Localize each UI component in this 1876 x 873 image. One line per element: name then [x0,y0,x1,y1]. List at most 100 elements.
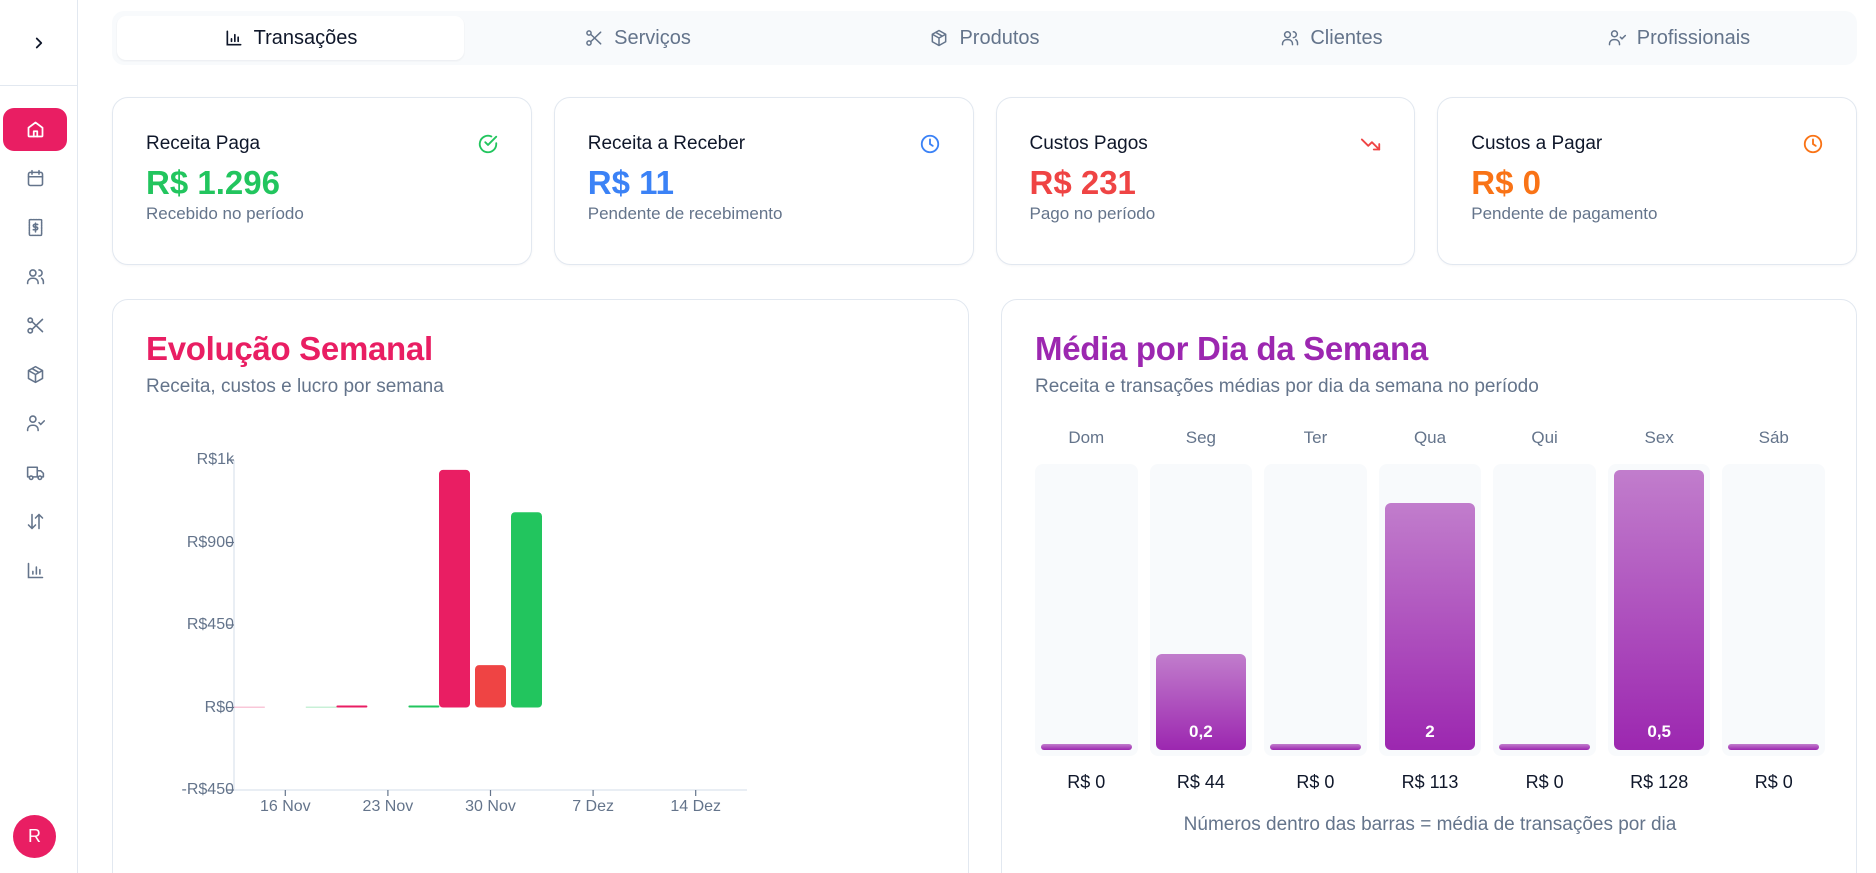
scissors-icon [26,317,43,334]
kpi-value: R$ 1.296 [146,164,280,201]
arrow-up-down-icon [27,513,43,530]
chevron-right-icon [35,37,42,48]
sidebar-item-clients[interactable] [3,255,67,298]
avg-revenue-value: R$ 0 [1067,772,1106,792]
avg-transactions-label: 0,5 [1647,722,1671,741]
tab-clientes[interactable]: Clientes [1158,16,1505,60]
y-tick-label: R$1k [196,451,234,468]
avg-revenue-value: R$ 44 [1176,772,1225,792]
weekday-bar: 2 [1384,503,1476,750]
bar-custos[interactable] [475,665,506,708]
y-tick-label: R$900 [186,533,234,551]
trending-down-icon [1361,138,1381,151]
chart-note: Números dentro das barras = média de tra… [1183,814,1677,835]
tab-produtos[interactable]: Produtos [811,16,1158,60]
weekday-bar-track[interactable]: 0,5 [1607,464,1711,756]
sidebar-nav [0,108,77,598]
weekday-column: Sex 0,5 R$ 128 [1607,428,1711,808]
kpi-subtitle: Pago no período [1029,204,1156,224]
sidebar-item-finance[interactable] [3,206,67,249]
weekday-bar [1270,744,1361,750]
package-icon [932,29,947,47]
weekday-column: Dom R$ 0 [1035,428,1138,808]
package-icon [27,365,43,384]
tab-label: Profissionais [1636,26,1751,49]
sidebar-item-transactions[interactable] [3,500,67,543]
weekday-label: Ter [1303,428,1328,447]
card-title: Média por Dia da Semana [1035,330,1428,367]
weekday-bar-track[interactable] [1035,464,1138,756]
avg-revenue-value: R$ 0 [1296,772,1335,792]
weekday-column: Qua 2 R$ 113 [1378,428,1482,808]
tab-label: Transações [253,26,358,49]
x-tick-label: 16 Nov [259,798,311,815]
sidebar-item-suppliers[interactable] [3,451,67,494]
scissors-icon [586,30,602,46]
tab-bar: Transações Serviços Produtos Clientes Pr… [112,11,1857,65]
bar-receita[interactable] [233,706,265,709]
tab-profissionais[interactable]: Profissionais [1505,16,1852,60]
clock-icon [920,134,939,154]
x-tick-label: 23 Nov [362,798,414,815]
avatar-initial: R [28,826,41,846]
tab-servicos[interactable]: Serviços [464,16,811,60]
avg-revenue-value: R$ 0 [1754,772,1793,792]
check-circle-icon [478,134,497,154]
card-subtitle: Receita e transações médias por dia da s… [1035,376,1539,397]
weekday-column: Ter R$ 0 [1264,428,1367,808]
avg-transactions-label: 0,2 [1189,722,1213,741]
weekday-column: Sáb R$ 0 [1722,428,1826,808]
y-tick-label: -R$450 [181,781,234,798]
weekday-bar-track[interactable] [1722,464,1826,756]
sidebar-item-home[interactable] [3,108,67,151]
kpi-row: Receita Paga R$ 1.296 Recebido no períod… [112,97,1857,265]
weekday-bar-track[interactable]: 0,2 [1149,464,1253,756]
kpi-card-custos-pagos: Custos Pagos R$ 231 Pago no período [995,97,1416,265]
users-icon [26,269,44,285]
weekly-chart-svg [227,459,747,796]
bar-receita[interactable] [439,469,470,708]
weekday-bar [1499,744,1590,750]
bar-receita[interactable] [336,705,368,708]
weekday-bar: 0,2 [1155,654,1247,750]
weekday-bar-track[interactable] [1493,464,1596,756]
user-check-icon [1608,30,1626,46]
tab-label: Clientes [1310,26,1383,49]
weekday-average-card: Média por Dia da Semana Receita e transa… [1001,299,1857,873]
kpi-value: R$ 0 [1471,164,1541,201]
weekday-label: Sex [1644,428,1674,447]
weekly-bar-chart: R$1k R$900 R$450 R$0 -R$450 16 Nov 23 Nov 30 No… [113,300,970,873]
weekday-bar-track[interactable]: 2 [1378,464,1482,756]
sidebar-item-services[interactable] [3,304,67,347]
tab-transacoes[interactable]: Transações [117,16,464,60]
bar-chart-icon [226,30,242,46]
avatar[interactable]: R [13,815,56,858]
sidebar-item-products[interactable] [3,353,67,396]
users-icon [1282,30,1299,46]
clock-icon [1803,134,1823,154]
kpi-card-custos-a-pagar: Custos a Pagar R$ 0 Pendente de pagament… [1437,97,1857,265]
y-tick-label: R$450 [186,616,234,633]
kpi-subtitle: Pendente de recebimento [587,204,783,224]
sidebar-item-professionals[interactable] [3,402,67,445]
sidebar-toggle-button[interactable] [0,0,77,86]
bar-lucro[interactable] [511,512,542,708]
truck-icon [26,466,44,481]
weekday-label: Qui [1531,428,1558,447]
weekday-bar-track[interactable] [1264,464,1367,756]
bar-lucro[interactable] [408,705,440,708]
bar-chart-icon [27,562,43,579]
x-tick-label: 30 Nov [465,798,516,815]
bar-lucro[interactable] [305,706,337,709]
weekday-label: Dom [1068,428,1105,447]
y-tick-label: R$0 [204,698,234,716]
weekday-bar [1728,744,1820,750]
kpi-card-receita-paga: Receita Paga R$ 1.296 Recebido no períod… [112,97,532,265]
kpi-subtitle: Recebido no período [146,204,304,224]
sidebar-item-calendar[interactable] [3,157,67,200]
kpi-value: R$ 231 [1029,164,1136,201]
kpi-title: Receita a Receber [587,133,746,154]
sidebar-item-reports[interactable] [3,549,67,592]
x-tick-label: 7 Dez [572,798,614,815]
